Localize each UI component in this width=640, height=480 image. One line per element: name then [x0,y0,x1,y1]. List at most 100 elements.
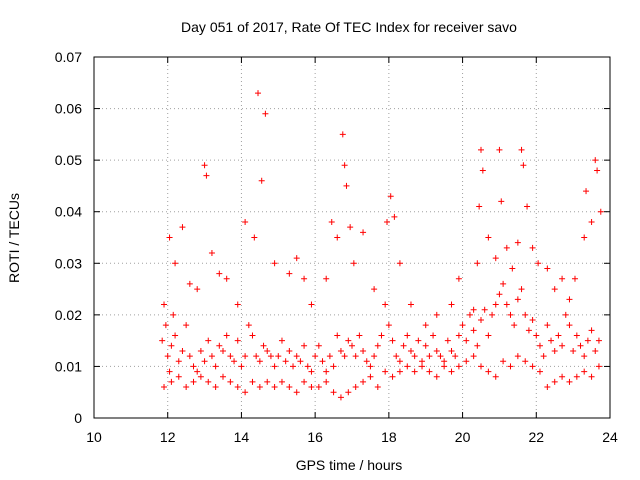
data-point [588,219,595,226]
data-point [437,353,444,360]
data-point [179,347,186,354]
data-point [212,363,219,370]
data-point [566,296,573,303]
data-point [524,203,531,210]
data-point [308,384,315,391]
data-point [470,327,477,334]
data-point [566,378,573,385]
data-point [183,322,190,329]
data-point [562,311,569,318]
data-point [489,311,496,318]
data-point [293,255,300,262]
y-tick-label: 0.02 [55,307,82,323]
data-point [227,378,234,385]
data-point [326,353,333,360]
data-point [301,275,308,282]
data-point [503,301,510,308]
data-point [164,353,171,360]
data-point [492,255,499,262]
data-point [396,260,403,267]
data-point [323,368,330,375]
data-point [343,182,350,189]
data-point [571,275,578,282]
data-point [536,368,543,375]
data-point [205,378,212,385]
data-point [389,373,396,380]
data-point [498,198,505,205]
x-tick-label: 12 [160,429,176,445]
data-point [374,384,381,391]
data-point [249,378,256,385]
data-point [312,353,319,360]
data-point [481,306,488,313]
data-point [384,219,391,226]
data-point [485,234,492,241]
data-point [201,358,208,365]
data-point [293,389,300,396]
data-point [286,347,293,354]
data-point [592,157,599,164]
data-point [511,322,518,329]
data-point [175,373,182,380]
y-axis-label: ROTI / TECUs [6,193,22,283]
y-tick-label: 0 [74,410,82,426]
data-point [448,347,455,354]
data-point [518,286,525,293]
data-point [194,286,201,293]
data-point [334,234,341,241]
data-point [404,332,411,339]
y-tick-label: 0.05 [55,152,82,168]
data-point [352,353,359,360]
data-point [588,327,595,334]
data-point [159,337,166,344]
data-point [478,146,484,153]
y-tick-label: 0.03 [55,255,82,271]
data-point [197,347,204,354]
data-point [161,384,168,391]
data-point [166,368,173,375]
data-point [514,239,521,246]
data-point [227,353,234,360]
data-point [525,327,532,334]
data-point [304,363,311,370]
data-point [183,384,190,391]
data-point [391,213,398,220]
data-point [387,193,394,200]
data-point [360,347,367,354]
data-point [426,353,433,360]
data-point [559,373,566,380]
data-point [422,322,429,329]
data-point [223,332,230,339]
data-point [570,347,577,354]
data-point [433,347,440,354]
data-point [584,337,591,344]
data-point [238,363,245,370]
data-point [433,373,440,380]
data-point [551,347,558,354]
data-point [463,358,470,365]
data-point [485,368,492,375]
data-point [459,322,466,329]
data-point [595,363,602,370]
data-point [267,353,274,360]
data-point [573,373,580,380]
chart-title: Day 051 of 2017, Rate Of TEC Index for r… [181,19,517,35]
plot-frame [93,56,611,419]
data-point [271,363,278,370]
data-point [444,337,451,344]
data-point [339,131,346,138]
data-point [371,353,378,360]
data-point [275,353,282,360]
data-point [514,353,521,360]
data-point [245,322,252,329]
data-point [255,90,262,97]
data-point [496,291,503,298]
data-point [349,342,355,349]
data-point [404,363,411,370]
data-point [253,353,260,360]
data-point [411,368,418,375]
data-point [474,342,481,349]
data-point [323,378,330,385]
data-point [212,384,219,391]
